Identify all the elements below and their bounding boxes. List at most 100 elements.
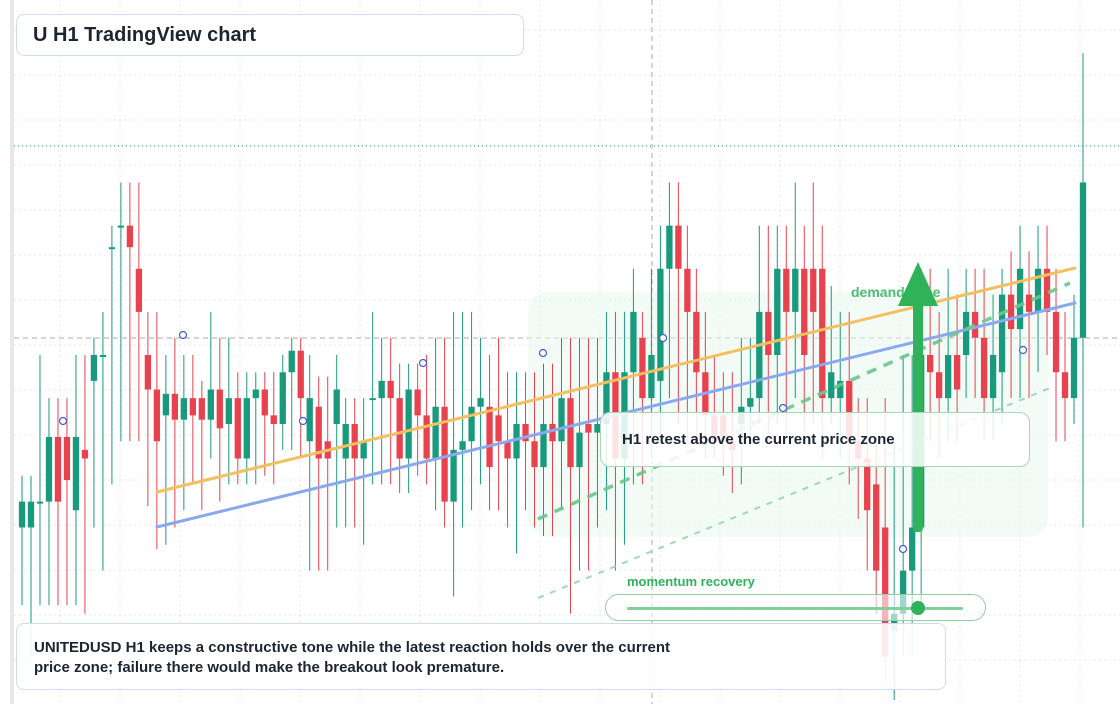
candle-body [225,398,232,424]
candle-body [207,389,214,420]
candle-body [810,268,817,312]
projection-dashed-light [537,387,1051,599]
candle-body [153,389,161,442]
candle-body [504,441,511,459]
pivot-marker [898,544,908,554]
candle-body [288,350,295,373]
candle-body [45,436,53,502]
pivot-marker [178,330,188,340]
pivot-marker [538,348,548,358]
candle-body [495,415,502,442]
projection-dashed-bold [537,281,1071,521]
candle-body [513,424,520,459]
candle-body [531,441,538,468]
candle-body [297,350,304,399]
momentum-slider[interactable] [605,594,986,621]
candle-body [144,355,152,390]
candle-body [756,311,763,399]
candle-body [99,355,107,357]
candle-body [162,393,170,416]
candle-body [648,355,655,399]
candle-body [603,372,610,424]
candle-body [926,355,934,373]
candle-body [450,449,457,502]
candle-body [639,337,646,399]
candle-body [1079,182,1087,338]
candle-body [423,415,430,459]
retest-callout: H1 retest above the current price zone [600,412,1030,467]
candle-body [414,389,421,416]
candle-body [1025,294,1033,312]
candle-body [180,398,187,420]
candle-body [882,527,889,657]
chart-overlays [58,262,1077,599]
candle-body [630,311,637,373]
candle-body [1052,311,1060,373]
candle-body [459,441,466,450]
candle-body [189,398,196,416]
pivot-marker [298,416,308,426]
candle-body [953,355,961,390]
candle-body [90,355,98,381]
left-rail [10,0,14,704]
candle-body [774,268,781,355]
chart-title: U H1 TradingView chart [16,14,524,56]
candle-body [63,436,71,481]
arrow-up-icon [898,262,938,306]
candle-body [765,311,772,355]
candle-body [971,311,979,338]
candle-body [36,501,44,504]
candle-body [306,398,313,442]
candle-body [657,268,664,381]
candle-body [369,398,376,401]
candle-body [1061,372,1069,399]
candle-body [1016,268,1024,330]
pivot-marker [418,358,428,368]
candle-body [819,268,826,399]
candle-body [792,268,799,312]
candle-body [1034,268,1042,312]
candle-body [279,372,286,424]
momentum-label: momentum recovery [627,574,755,589]
candle-body [432,406,439,459]
candle-body [594,424,601,433]
candle-body [108,247,116,250]
candle-body [962,311,970,355]
candle-body [198,398,205,420]
candle-body [684,268,691,312]
candle-body [801,268,808,355]
analysis-note-text: UNITEDUSD H1 keeps a constructive tone w… [34,639,670,676]
candle-body [243,398,250,459]
candle-body [549,424,556,442]
candle-body [980,337,988,399]
candle-body [1043,268,1051,312]
candle-body [261,389,268,416]
candle-body [405,389,412,459]
pivot-marker [1018,345,1028,355]
candle-body [477,398,484,407]
candle-body [837,380,844,399]
candle-body [270,415,277,424]
candle-body [891,613,898,631]
candle-body [315,406,322,459]
candle-body [693,311,700,373]
candle-body [378,380,385,399]
candle-body [522,424,529,442]
candle-body [576,432,583,468]
candle-body [864,458,871,511]
candle-body [540,424,547,468]
momentum-knob[interactable] [911,601,925,615]
analysis-note: UNITEDUSD H1 keeps a constructive tone w… [16,623,946,690]
candle-body [873,484,880,571]
pivot-marker [658,333,668,343]
candle-body [126,225,134,248]
candle-body [351,424,358,459]
candle-body [252,389,259,399]
candle-body [360,441,367,459]
candle-body [909,527,916,571]
candle-body [54,436,62,502]
candle-body [171,393,179,420]
candle-body [989,355,997,399]
candle-body [998,294,1006,373]
